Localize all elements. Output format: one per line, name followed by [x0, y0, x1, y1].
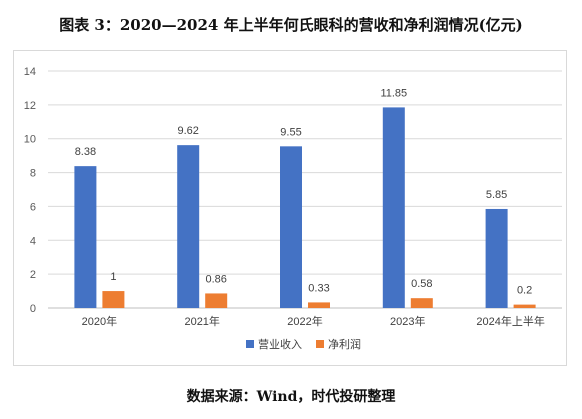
bar-net-profit: [513, 304, 536, 308]
chart-frame: 0 2 4 6 8 10 12 14 8.38 1 9.62 0.86 9.55 0.33 11.85 0.…: [13, 50, 567, 366]
y-tick-label: 6: [30, 201, 36, 213]
data-label: 9.55: [280, 126, 301, 138]
x-tick-label: 2022年: [287, 314, 322, 328]
y-tick-label: 0: [30, 303, 36, 315]
data-label: 9.62: [177, 125, 198, 137]
data-label: 1: [110, 271, 116, 283]
data-label: 0.2: [517, 285, 532, 297]
gridlines: [48, 70, 562, 309]
bar-net-profit: [308, 302, 330, 308]
y-axis-ticks: 0 2 4 6 8 10 12 14: [24, 66, 36, 315]
y-tick-label: 4: [30, 235, 36, 247]
legend-swatch-revenue: [246, 340, 254, 348]
y-tick-label: 14: [24, 66, 36, 78]
legend-label: 净利润: [328, 337, 361, 351]
data-label: 0.86: [205, 273, 226, 285]
data-label: 5.85: [486, 189, 507, 201]
chart-title: 图表 3：2020—2024 年上半年何氏眼科的营收和净利润情况(亿元): [59, 16, 523, 34]
bar-net-profit: [410, 298, 433, 308]
bar-revenue: [485, 208, 508, 308]
bar-revenue: [382, 107, 405, 308]
legend-label: 营业收入: [258, 337, 302, 351]
legend: 营业收入 净利润: [246, 337, 361, 351]
x-axis-ticks: 2020年 2021年 2022年 2023年 2024年上半年: [82, 314, 545, 328]
x-tick-label: 2024年上半年: [476, 314, 544, 328]
x-tick-label: 2021年: [184, 314, 219, 328]
bar-revenue: [74, 166, 97, 308]
bar-net-profit: [205, 293, 228, 308]
bars: [74, 107, 536, 308]
data-label: 0.33: [308, 282, 329, 294]
source-note: 数据来源：Wind，时代投研整理: [186, 389, 396, 405]
legend-swatch-net-profit: [316, 340, 324, 348]
y-tick-label: 12: [24, 100, 36, 112]
y-tick-label: 2: [30, 269, 36, 281]
x-tick-label: 2020年: [82, 314, 117, 328]
data-label: 0.58: [411, 278, 432, 290]
data-labels: 8.38 1 9.62 0.86 9.55 0.33 11.85 0.58 5.85 0.2: [75, 87, 533, 296]
bar-chart: 0 2 4 6 8 10 12 14 8.38 1 9.62 0.86 9.55 0.33 11.85 0.…: [24, 66, 562, 351]
data-label: 11.85: [380, 87, 407, 99]
y-tick-label: 8: [30, 168, 36, 180]
y-tick-label: 10: [24, 134, 36, 146]
data-label: 8.38: [75, 146, 96, 158]
bar-revenue: [280, 146, 302, 308]
bar-revenue: [177, 145, 200, 308]
bar-net-profit: [102, 291, 125, 308]
x-tick-label: 2023年: [390, 314, 425, 328]
